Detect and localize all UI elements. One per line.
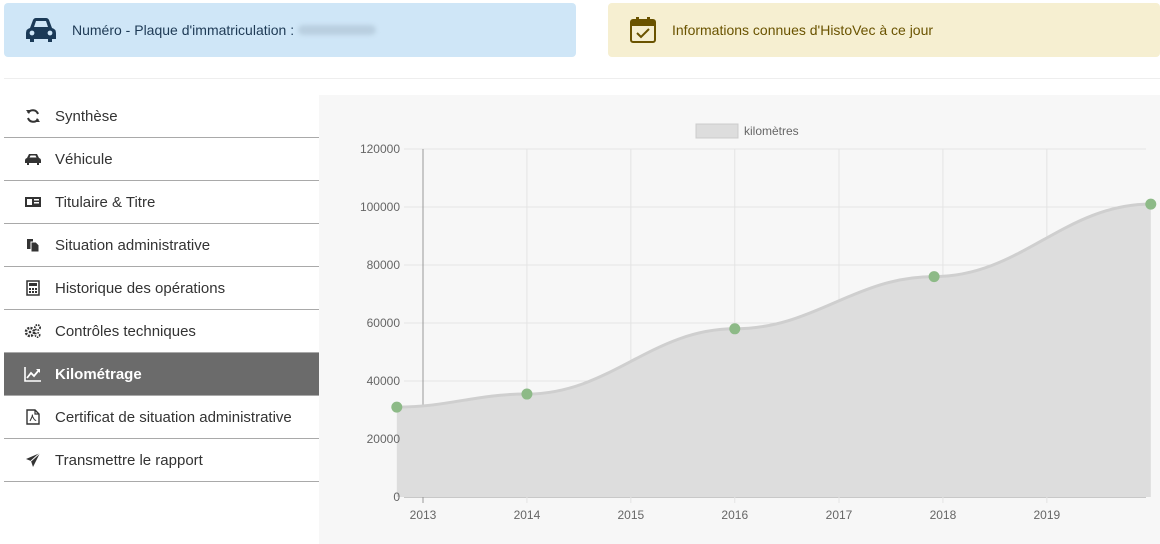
sidebar-item-controles[interactable]: Contrôles techniques [4, 310, 319, 353]
plate-banner: Numéro - Plaque d'immatriculation : [4, 3, 576, 57]
sidebar-item-label: Contrôles techniques [55, 322, 196, 340]
plate-number-blurred [298, 25, 377, 35]
x-tick-label: 2015 [618, 508, 645, 522]
gears-icon [24, 322, 42, 340]
line-chart-icon [24, 365, 42, 383]
sidebar-item-label: Synthèse [55, 107, 118, 125]
y-tick-label: 60000 [367, 316, 401, 330]
y-tick-label: 40000 [367, 374, 401, 388]
header-divider [4, 78, 1160, 79]
data-point[interactable] [928, 271, 940, 283]
info-banner: Informations connues d'HistoVec à ce jou… [608, 3, 1160, 57]
y-tick-label: 0 [393, 490, 400, 504]
refresh-icon [24, 107, 42, 125]
car-icon [24, 150, 42, 168]
sidebar-item-transmettre[interactable]: Transmettre le rapport [4, 439, 319, 482]
x-tick-label: 2014 [514, 508, 541, 522]
calculator-icon [24, 279, 42, 297]
x-tick-label: 2017 [826, 508, 853, 522]
sidebar-item-label: Véhicule [55, 150, 113, 168]
pdf-file-icon [24, 408, 42, 426]
calendar-check-icon [628, 15, 658, 45]
report-sidebar: Synthèse Véhicule Titulaire & Titre Situ… [4, 95, 319, 482]
sidebar-item-vehicule[interactable]: Véhicule [4, 138, 319, 181]
sidebar-item-certificat[interactable]: Certificat de situation administrative [4, 396, 319, 439]
sidebar-item-label: Situation administrative [55, 236, 211, 254]
info-label: Informations connues d'HistoVec à ce jou… [672, 22, 934, 38]
send-icon [24, 451, 42, 469]
mileage-chart-panel: 0 20000 40000 60000 80000 100000 120000 2013 201… [319, 95, 1160, 544]
plate-label: Numéro - Plaque d'immatriculation : [72, 22, 295, 38]
copy-icon [24, 236, 42, 254]
sidebar-item-label: Historique des opérations [55, 279, 226, 297]
id-card-icon [24, 193, 42, 211]
y-tick-label: 100000 [360, 200, 400, 214]
y-tick-label: 80000 [367, 258, 401, 272]
data-point[interactable] [391, 401, 403, 413]
sidebar-item-situation[interactable]: Situation administrative [4, 224, 319, 267]
x-tick-label: 2018 [930, 508, 957, 522]
sidebar-item-label: Titulaire & Titre [55, 193, 156, 211]
sidebar-item-label: Transmettre le rapport [55, 451, 203, 469]
mileage-chart: 0 20000 40000 60000 80000 100000 120000 2013 201… [360, 123, 1157, 522]
data-point[interactable] [729, 323, 741, 335]
sidebar-item-kilometrage[interactable]: Kilométrage [4, 353, 319, 396]
sidebar-item-label: Kilométrage [55, 365, 142, 383]
x-tick-label: 2016 [721, 508, 748, 522]
y-tick-label: 20000 [367, 432, 401, 446]
legend-swatch [695, 123, 739, 139]
car-icon [24, 16, 58, 44]
sidebar-item-titulaire[interactable]: Titulaire & Titre [4, 181, 319, 224]
data-point[interactable] [1145, 198, 1157, 210]
data-point[interactable] [521, 388, 533, 400]
x-tick-label: 2013 [410, 508, 437, 522]
series-line [396, 202, 1151, 409]
x-tick-label: 2019 [1034, 508, 1061, 522]
legend-label[interactable]: kilomètres [744, 124, 799, 138]
sidebar-item-synthese[interactable]: Synthèse [4, 95, 319, 138]
y-tick-label: 120000 [360, 142, 400, 156]
sidebar-item-historique[interactable]: Historique des opérations [4, 267, 319, 310]
sidebar-item-label: Certificat de situation administrative [55, 408, 292, 426]
series-area [396, 204, 1151, 497]
